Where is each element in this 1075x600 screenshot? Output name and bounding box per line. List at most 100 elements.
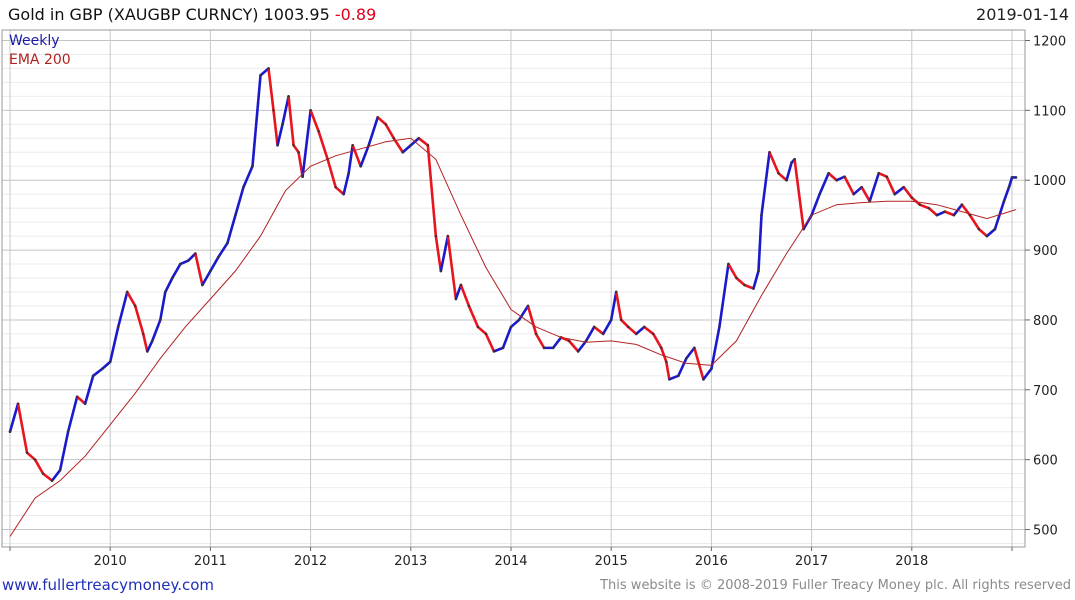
weekly-point bbox=[534, 332, 538, 336]
bar-down bbox=[793, 157, 805, 231]
bar-down bbox=[902, 185, 914, 199]
bar-down bbox=[665, 360, 671, 381]
weekly-point bbox=[665, 360, 668, 364]
weekly-point bbox=[171, 276, 174, 280]
bar-down bbox=[141, 332, 149, 353]
bar-down bbox=[659, 346, 668, 364]
weekly-point bbox=[209, 269, 212, 273]
bar-down bbox=[459, 283, 471, 308]
bar-down bbox=[326, 157, 337, 189]
bar-down bbox=[693, 346, 705, 381]
weekly-point bbox=[179, 262, 182, 266]
weekly-point bbox=[968, 213, 972, 217]
bar-up bbox=[710, 325, 721, 371]
weekly-point bbox=[16, 402, 20, 405]
weekly-point bbox=[818, 192, 821, 196]
bar-up bbox=[551, 336, 563, 350]
y-tick-label: 600 bbox=[1033, 454, 1058, 469]
bar-down bbox=[33, 458, 45, 475]
weekly-point bbox=[977, 227, 981, 231]
weekly-point bbox=[584, 339, 588, 343]
weekly-point bbox=[1014, 176, 1018, 179]
weekly-point bbox=[710, 367, 713, 371]
bar-up bbox=[50, 468, 62, 482]
bar-down bbox=[567, 339, 580, 353]
x-tick-label: 2015 bbox=[595, 554, 628, 569]
weekly-point bbox=[359, 165, 362, 168]
weekly-point bbox=[476, 325, 480, 329]
bar-up bbox=[868, 171, 881, 203]
weekly-point bbox=[267, 67, 270, 70]
bar-up bbox=[785, 161, 793, 182]
weekly-point bbox=[8, 430, 12, 433]
bar-up bbox=[66, 395, 79, 434]
weekly-point bbox=[292, 144, 295, 147]
x-tick-label: 2017 bbox=[795, 554, 828, 569]
weekly-point bbox=[33, 458, 37, 461]
bar-down bbox=[267, 67, 275, 112]
bar-up bbox=[150, 318, 162, 343]
weekly-point bbox=[426, 144, 430, 147]
x-tick-label: 2018 bbox=[895, 554, 928, 569]
x-tick-label: 2013 bbox=[394, 554, 427, 569]
weekly-point bbox=[75, 395, 79, 398]
bar-down bbox=[317, 130, 329, 161]
bar-up bbox=[242, 164, 254, 189]
weekly-point bbox=[459, 283, 463, 287]
weekly-point bbox=[50, 479, 54, 482]
bar-down bbox=[476, 325, 488, 336]
weekly-point bbox=[347, 172, 350, 175]
weekly-point bbox=[151, 339, 154, 343]
y-axis: 500 600 700 800 900 1000 1100 1200 bbox=[1025, 34, 1066, 539]
bar-down bbox=[614, 290, 623, 322]
weekly-point bbox=[835, 179, 838, 182]
bar-down bbox=[860, 185, 872, 203]
weekly-point bbox=[226, 241, 229, 245]
bar-up bbox=[677, 357, 688, 378]
bar-down bbox=[417, 136, 430, 147]
bar-down bbox=[877, 171, 889, 179]
bar-down bbox=[334, 185, 345, 196]
weekly-point bbox=[342, 192, 345, 196]
weekly-point bbox=[952, 213, 956, 217]
weekly-point bbox=[790, 161, 793, 164]
weekly-point bbox=[234, 213, 237, 217]
weekly-point bbox=[509, 325, 513, 329]
weekly-point bbox=[960, 203, 964, 206]
bar-down bbox=[125, 290, 137, 308]
bar-down bbox=[651, 332, 663, 350]
bar-down bbox=[75, 395, 87, 406]
bar-up bbox=[439, 234, 450, 273]
weekly-point bbox=[454, 297, 458, 301]
bar-up bbox=[342, 171, 350, 196]
weekly-point bbox=[201, 283, 204, 287]
bar-up bbox=[985, 227, 997, 238]
bar-down bbox=[484, 332, 496, 353]
weekly-point bbox=[134, 304, 137, 308]
bar-up bbox=[347, 143, 354, 175]
weekly-bars bbox=[8, 67, 1018, 482]
weekly-point bbox=[542, 346, 546, 350]
bar-up bbox=[171, 262, 182, 280]
weekly-point bbox=[752, 287, 755, 290]
weekly-point bbox=[281, 123, 284, 126]
bar-down bbox=[426, 143, 438, 238]
bar-down bbox=[777, 171, 788, 182]
bar-down bbox=[272, 109, 279, 147]
bar-up bbox=[757, 213, 763, 273]
weekly-point bbox=[297, 151, 300, 154]
weekly-point bbox=[993, 227, 997, 231]
weekly-point bbox=[309, 109, 312, 112]
bar-down bbox=[827, 171, 838, 182]
site-link[interactable]: www.fullertreacymoney.com bbox=[2, 576, 215, 594]
weekly-point bbox=[194, 252, 197, 255]
weekly-point bbox=[893, 192, 896, 196]
chart-title: Gold in GBP (XAUGBP CURNCY) 1003.95 -0.8… bbox=[8, 5, 376, 24]
weekly-point bbox=[592, 325, 596, 329]
weekly-point bbox=[242, 185, 245, 189]
bar-up bbox=[835, 175, 846, 182]
bar-down bbox=[843, 175, 855, 196]
bar-up bbox=[893, 185, 906, 196]
weekly-point bbox=[351, 144, 354, 147]
weekly-point bbox=[735, 276, 738, 280]
